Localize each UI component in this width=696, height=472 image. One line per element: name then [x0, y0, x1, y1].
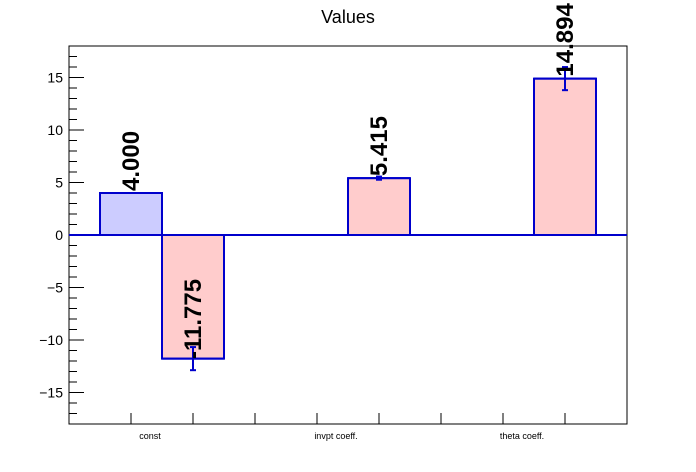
bar [533, 77, 597, 236]
y-tick-label: 10 [47, 122, 63, 138]
data-label: 14.894 [552, 3, 579, 77]
y-tick-label: −15 [39, 385, 63, 401]
data-label: 4.000 [118, 131, 145, 191]
bar [161, 234, 225, 360]
y-tick-label: 15 [47, 70, 63, 86]
y-tick-label: −5 [47, 280, 63, 296]
x-category-label: invpt coeff. [314, 431, 357, 441]
chart-title: Values [321, 7, 375, 27]
bar [347, 177, 411, 236]
data-label: -11.775 [180, 279, 207, 359]
bar [99, 192, 163, 236]
y-tick-label: −10 [39, 332, 63, 348]
y-tick-label: 5 [55, 175, 63, 191]
data-label: 5.415 [366, 116, 393, 176]
x-category-label: theta coeff. [500, 431, 544, 441]
y-tick-label: 0 [55, 227, 63, 243]
x-category-label: const [139, 431, 161, 441]
plot-area: −15 −10 −5 0 5 10 15 const invpt coeff. theta coe… [39, 3, 628, 441]
